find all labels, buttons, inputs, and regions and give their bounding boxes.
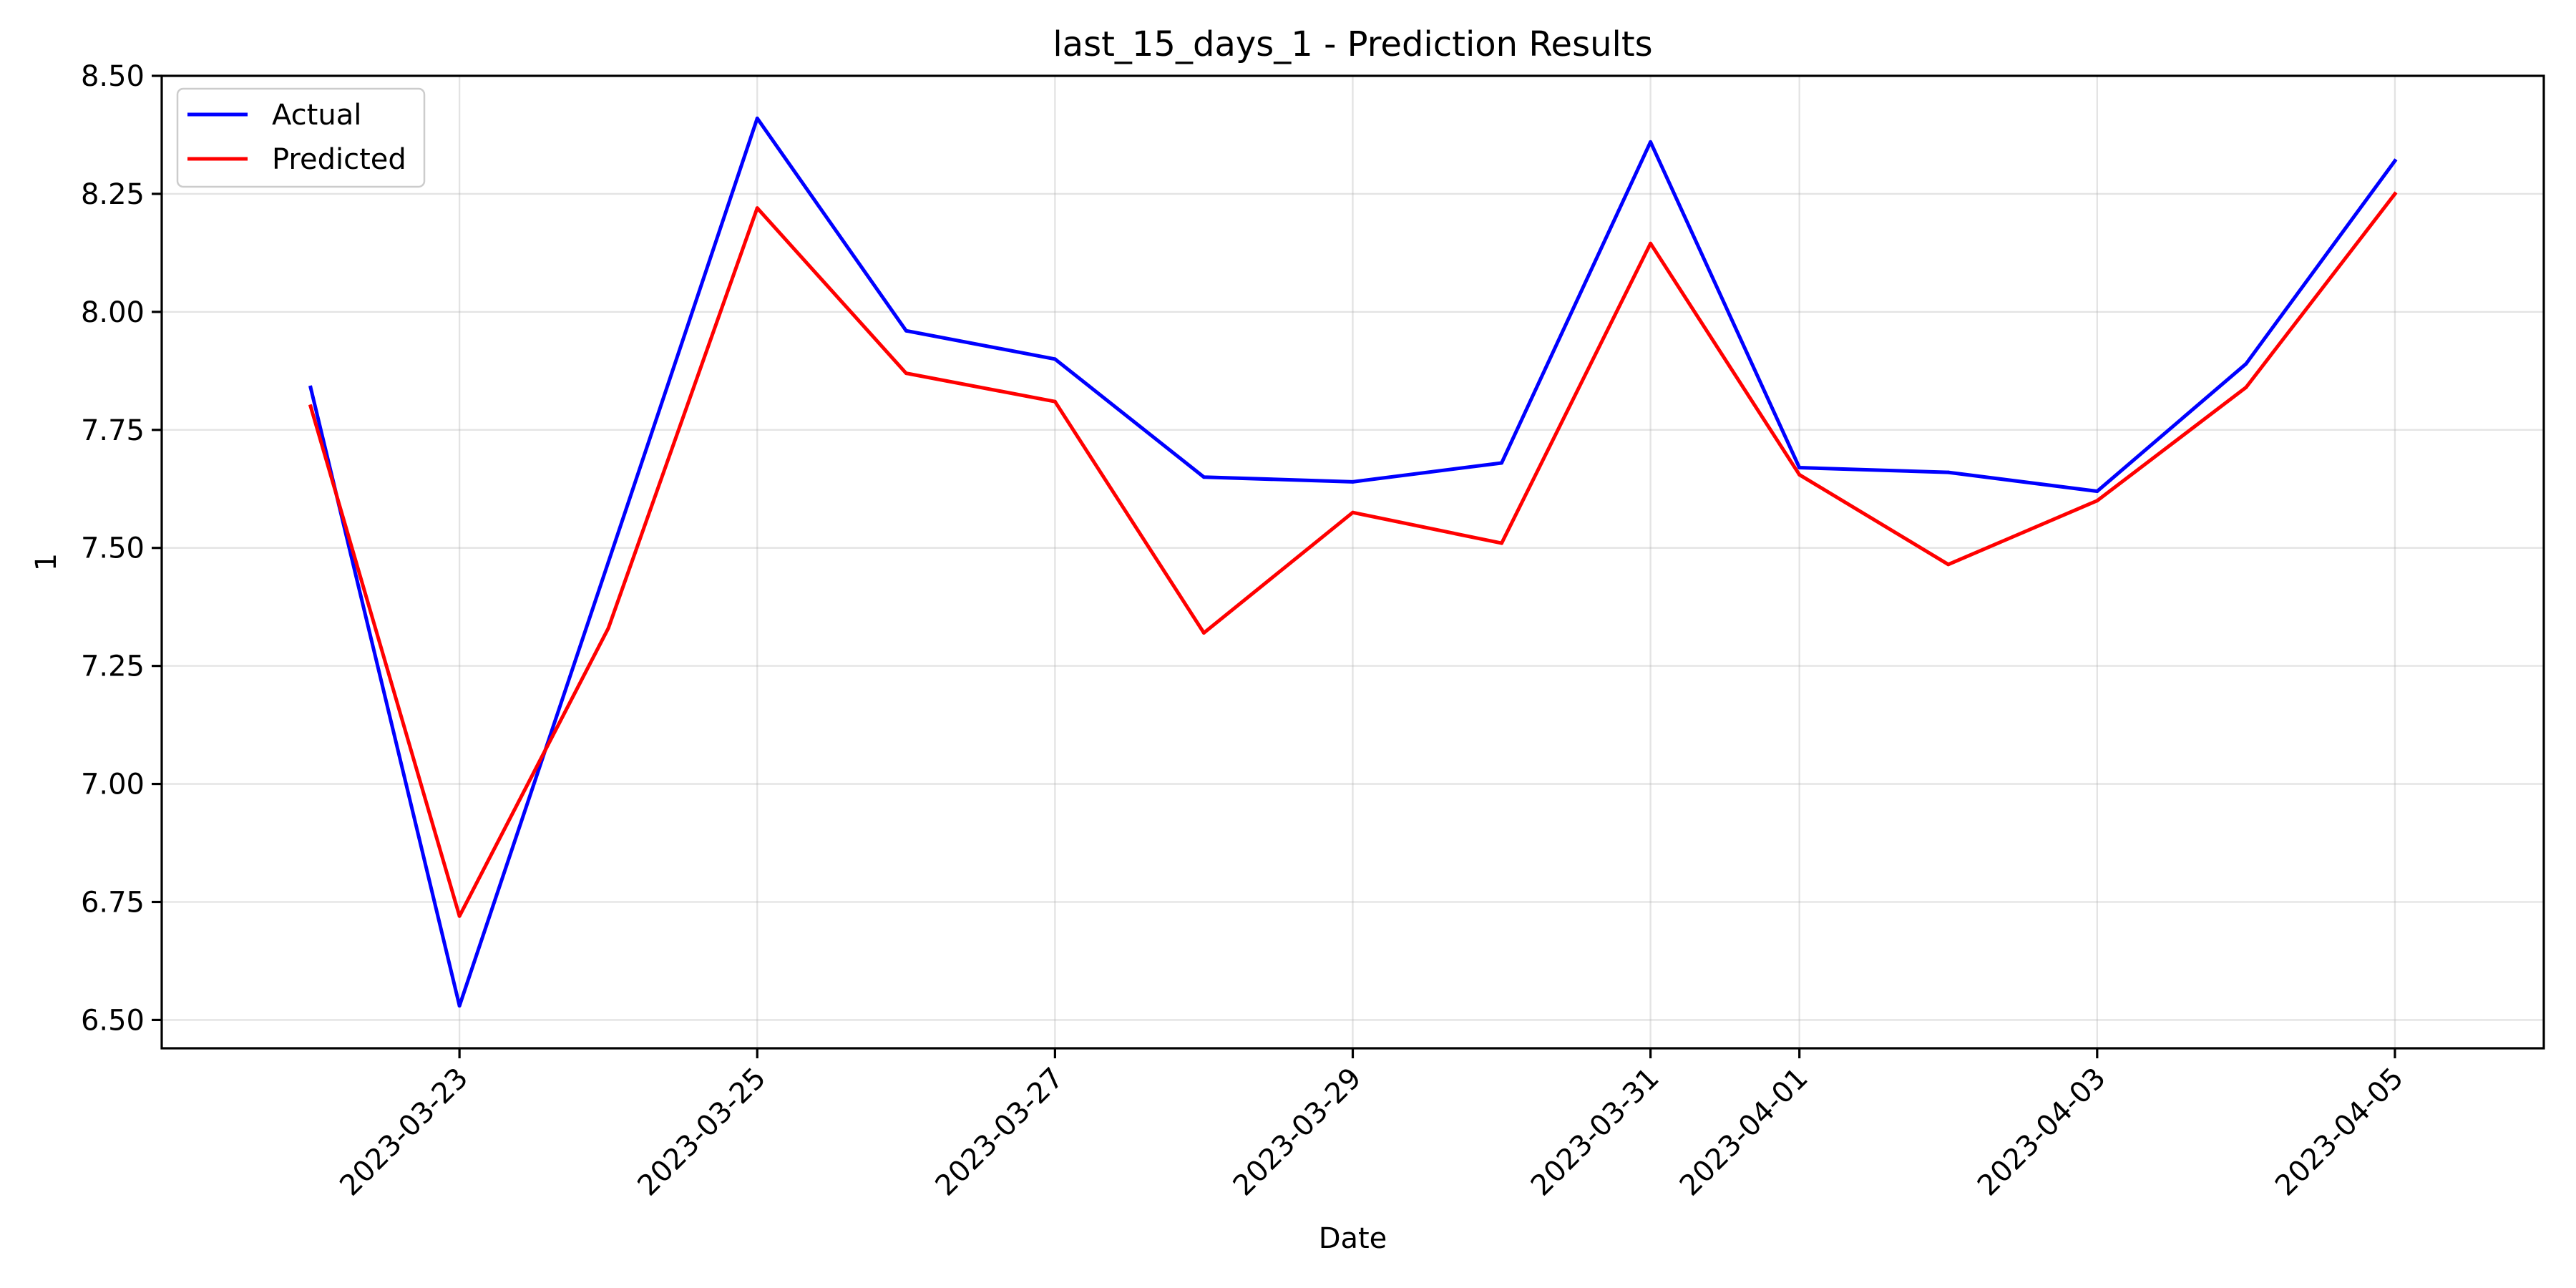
data-point-predicted xyxy=(606,626,610,630)
data-point-predicted xyxy=(1053,399,1057,404)
legend: Actual Predicted xyxy=(176,87,426,188)
data-point-predicted xyxy=(755,206,759,210)
data-point-predicted xyxy=(1649,241,1653,245)
data-point-predicted xyxy=(1201,630,1206,635)
data-point-actual xyxy=(1201,475,1206,479)
data-point-actual xyxy=(2393,159,2397,163)
data-point-predicted xyxy=(904,371,908,376)
y-tick-label: 6.75 xyxy=(81,886,145,919)
data-point-actual xyxy=(457,1004,462,1008)
y-tick-label: 7.50 xyxy=(81,532,145,565)
y-tick-label: 7.75 xyxy=(81,414,145,447)
y-tick-label: 6.50 xyxy=(81,1004,145,1037)
data-point-predicted xyxy=(2393,192,2397,196)
y-axis-label: 1 xyxy=(30,553,63,571)
x-axis-label: Date xyxy=(1319,1222,1387,1255)
data-point-actual xyxy=(1351,479,1355,484)
data-point-predicted xyxy=(1500,541,1504,545)
data-point-actual xyxy=(1946,470,1951,474)
legend-label-actual: Actual xyxy=(272,99,361,132)
data-point-actual xyxy=(1649,140,1653,144)
data-point-predicted xyxy=(1946,562,1951,567)
data-point-actual xyxy=(1500,461,1504,465)
data-point-actual xyxy=(2095,489,2099,494)
data-point-actual xyxy=(755,116,759,120)
data-point-actual xyxy=(1053,357,1057,361)
chart-title: last_15_days_1 - Prediction Results xyxy=(1053,24,1652,64)
data-point-actual xyxy=(904,328,908,333)
data-point-predicted xyxy=(1351,510,1355,514)
y-tick-label: 7.25 xyxy=(81,650,145,683)
data-point-predicted xyxy=(1797,472,1802,477)
data-point-actual xyxy=(606,560,610,564)
legend-label-predicted: Predicted xyxy=(272,143,406,176)
data-point-predicted xyxy=(457,914,462,918)
y-tick-label: 7.00 xyxy=(81,769,145,801)
y-tick-label: 8.50 xyxy=(81,60,145,93)
y-tick-label: 8.25 xyxy=(81,178,145,211)
data-point-predicted xyxy=(2244,385,2248,389)
data-point-predicted xyxy=(2095,499,2099,503)
data-point-actual xyxy=(2244,361,2248,366)
series-layer xyxy=(308,116,2398,1008)
data-point-predicted xyxy=(308,404,313,409)
data-point-actual xyxy=(308,385,313,389)
y-tick-label: 8.00 xyxy=(81,296,145,329)
data-point-actual xyxy=(1797,466,1802,470)
